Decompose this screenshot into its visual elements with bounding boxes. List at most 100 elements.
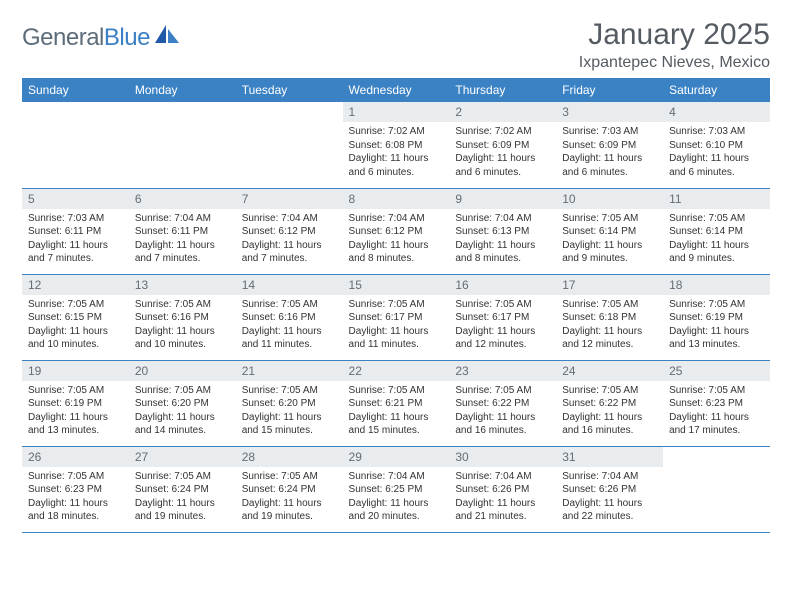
- day-number: 16: [449, 275, 556, 295]
- calendar-cell: 10Sunrise: 7:05 AMSunset: 6:14 PMDayligh…: [556, 188, 663, 274]
- calendar-cell: 12Sunrise: 7:05 AMSunset: 6:15 PMDayligh…: [22, 274, 129, 360]
- calendar-cell: 28Sunrise: 7:05 AMSunset: 6:24 PMDayligh…: [236, 446, 343, 532]
- calendar-cell: [22, 102, 129, 188]
- day-number: 23: [449, 361, 556, 381]
- day-info: Sunrise: 7:05 AMSunset: 6:19 PMDaylight:…: [663, 295, 770, 356]
- day-info: Sunrise: 7:05 AMSunset: 6:14 PMDaylight:…: [556, 209, 663, 270]
- calendar-cell: [236, 102, 343, 188]
- calendar-cell: 27Sunrise: 7:05 AMSunset: 6:24 PMDayligh…: [129, 446, 236, 532]
- day-number: 14: [236, 275, 343, 295]
- weekday-header: Sunday: [22, 78, 129, 102]
- calendar-row: 1Sunrise: 7:02 AMSunset: 6:08 PMDaylight…: [22, 102, 770, 188]
- day-info: Sunrise: 7:05 AMSunset: 6:19 PMDaylight:…: [22, 381, 129, 442]
- day-number: 1: [343, 102, 450, 122]
- calendar-cell: 31Sunrise: 7:04 AMSunset: 6:26 PMDayligh…: [556, 446, 663, 532]
- calendar-cell: 20Sunrise: 7:05 AMSunset: 6:20 PMDayligh…: [129, 360, 236, 446]
- day-number: 7: [236, 189, 343, 209]
- day-info: Sunrise: 7:05 AMSunset: 6:17 PMDaylight:…: [449, 295, 556, 356]
- weekday-header: Thursday: [449, 78, 556, 102]
- calendar-cell: 18Sunrise: 7:05 AMSunset: 6:19 PMDayligh…: [663, 274, 770, 360]
- calendar-row: 26Sunrise: 7:05 AMSunset: 6:23 PMDayligh…: [22, 446, 770, 532]
- day-info: Sunrise: 7:02 AMSunset: 6:09 PMDaylight:…: [449, 122, 556, 183]
- calendar-cell: 9Sunrise: 7:04 AMSunset: 6:13 PMDaylight…: [449, 188, 556, 274]
- day-number: 31: [556, 447, 663, 467]
- day-number: 18: [663, 275, 770, 295]
- day-info: Sunrise: 7:05 AMSunset: 6:18 PMDaylight:…: [556, 295, 663, 356]
- logo: GeneralBlue: [22, 18, 181, 52]
- day-number: 11: [663, 189, 770, 209]
- calendar-cell: 29Sunrise: 7:04 AMSunset: 6:25 PMDayligh…: [343, 446, 450, 532]
- day-number: 5: [22, 189, 129, 209]
- day-number: 27: [129, 447, 236, 467]
- weekday-header: Wednesday: [343, 78, 450, 102]
- day-number: 30: [449, 447, 556, 467]
- day-info: Sunrise: 7:05 AMSunset: 6:17 PMDaylight:…: [343, 295, 450, 356]
- calendar-cell: [663, 446, 770, 532]
- day-number: 20: [129, 361, 236, 381]
- calendar-cell: 30Sunrise: 7:04 AMSunset: 6:26 PMDayligh…: [449, 446, 556, 532]
- calendar-cell: 17Sunrise: 7:05 AMSunset: 6:18 PMDayligh…: [556, 274, 663, 360]
- day-number: 28: [236, 447, 343, 467]
- day-number: 21: [236, 361, 343, 381]
- day-number: 13: [129, 275, 236, 295]
- day-number: 9: [449, 189, 556, 209]
- day-info: Sunrise: 7:05 AMSunset: 6:20 PMDaylight:…: [236, 381, 343, 442]
- day-number: 19: [22, 361, 129, 381]
- day-info: Sunrise: 7:04 AMSunset: 6:12 PMDaylight:…: [236, 209, 343, 270]
- day-number: 26: [22, 447, 129, 467]
- title-block: January 2025 Ixpantepec Nieves, Mexico: [579, 18, 770, 72]
- day-number: 6: [129, 189, 236, 209]
- calendar-cell: 19Sunrise: 7:05 AMSunset: 6:19 PMDayligh…: [22, 360, 129, 446]
- day-info: Sunrise: 7:04 AMSunset: 6:11 PMDaylight:…: [129, 209, 236, 270]
- calendar-cell: 11Sunrise: 7:05 AMSunset: 6:14 PMDayligh…: [663, 188, 770, 274]
- calendar-cell: 4Sunrise: 7:03 AMSunset: 6:10 PMDaylight…: [663, 102, 770, 188]
- calendar-cell: 5Sunrise: 7:03 AMSunset: 6:11 PMDaylight…: [22, 188, 129, 274]
- logo-part2: Blue: [104, 24, 150, 51]
- calendar-cell: 25Sunrise: 7:05 AMSunset: 6:23 PMDayligh…: [663, 360, 770, 446]
- logo-part1: General: [22, 24, 104, 51]
- day-info: Sunrise: 7:03 AMSunset: 6:10 PMDaylight:…: [663, 122, 770, 183]
- calendar-cell: 6Sunrise: 7:04 AMSunset: 6:11 PMDaylight…: [129, 188, 236, 274]
- day-info: Sunrise: 7:05 AMSunset: 6:16 PMDaylight:…: [236, 295, 343, 356]
- calendar-row: 12Sunrise: 7:05 AMSunset: 6:15 PMDayligh…: [22, 274, 770, 360]
- header: GeneralBlue January 2025 Ixpantepec Niev…: [22, 18, 770, 72]
- sail-icon: [153, 23, 181, 50]
- calendar-page: GeneralBlue January 2025 Ixpantepec Niev…: [0, 0, 792, 543]
- day-info: Sunrise: 7:02 AMSunset: 6:08 PMDaylight:…: [343, 122, 450, 183]
- calendar-cell: 24Sunrise: 7:05 AMSunset: 6:22 PMDayligh…: [556, 360, 663, 446]
- calendar-cell: 1Sunrise: 7:02 AMSunset: 6:08 PMDaylight…: [343, 102, 450, 188]
- day-info: Sunrise: 7:05 AMSunset: 6:20 PMDaylight:…: [129, 381, 236, 442]
- calendar-cell: 22Sunrise: 7:05 AMSunset: 6:21 PMDayligh…: [343, 360, 450, 446]
- logo-text: GeneralBlue: [22, 24, 150, 52]
- day-info: Sunrise: 7:05 AMSunset: 6:24 PMDaylight:…: [129, 467, 236, 528]
- day-info: Sunrise: 7:05 AMSunset: 6:23 PMDaylight:…: [22, 467, 129, 528]
- weekday-header: Tuesday: [236, 78, 343, 102]
- calendar-cell: 16Sunrise: 7:05 AMSunset: 6:17 PMDayligh…: [449, 274, 556, 360]
- calendar-cell: 23Sunrise: 7:05 AMSunset: 6:22 PMDayligh…: [449, 360, 556, 446]
- day-number: 12: [22, 275, 129, 295]
- day-info: Sunrise: 7:04 AMSunset: 6:13 PMDaylight:…: [449, 209, 556, 270]
- day-info: Sunrise: 7:05 AMSunset: 6:22 PMDaylight:…: [556, 381, 663, 442]
- day-info: Sunrise: 7:04 AMSunset: 6:25 PMDaylight:…: [343, 467, 450, 528]
- weekday-header: Friday: [556, 78, 663, 102]
- day-info: Sunrise: 7:05 AMSunset: 6:15 PMDaylight:…: [22, 295, 129, 356]
- day-number: 29: [343, 447, 450, 467]
- day-info: Sunrise: 7:05 AMSunset: 6:22 PMDaylight:…: [449, 381, 556, 442]
- day-info: Sunrise: 7:05 AMSunset: 6:21 PMDaylight:…: [343, 381, 450, 442]
- calendar-cell: 26Sunrise: 7:05 AMSunset: 6:23 PMDayligh…: [22, 446, 129, 532]
- calendar-cell: [129, 102, 236, 188]
- calendar-row: 5Sunrise: 7:03 AMSunset: 6:11 PMDaylight…: [22, 188, 770, 274]
- day-info: Sunrise: 7:04 AMSunset: 6:26 PMDaylight:…: [449, 467, 556, 528]
- calendar-cell: 21Sunrise: 7:05 AMSunset: 6:20 PMDayligh…: [236, 360, 343, 446]
- day-number: 15: [343, 275, 450, 295]
- day-number: 17: [556, 275, 663, 295]
- day-number: 25: [663, 361, 770, 381]
- day-info: Sunrise: 7:03 AMSunset: 6:11 PMDaylight:…: [22, 209, 129, 270]
- day-number: 10: [556, 189, 663, 209]
- calendar-cell: 7Sunrise: 7:04 AMSunset: 6:12 PMDaylight…: [236, 188, 343, 274]
- day-info: Sunrise: 7:05 AMSunset: 6:24 PMDaylight:…: [236, 467, 343, 528]
- calendar-cell: 13Sunrise: 7:05 AMSunset: 6:16 PMDayligh…: [129, 274, 236, 360]
- calendar-cell: 3Sunrise: 7:03 AMSunset: 6:09 PMDaylight…: [556, 102, 663, 188]
- calendar-body: 1Sunrise: 7:02 AMSunset: 6:08 PMDaylight…: [22, 102, 770, 532]
- day-info: Sunrise: 7:04 AMSunset: 6:26 PMDaylight:…: [556, 467, 663, 528]
